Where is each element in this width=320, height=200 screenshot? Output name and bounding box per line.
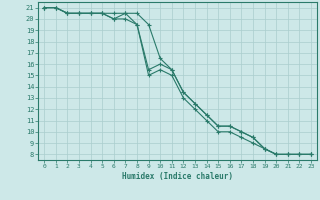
X-axis label: Humidex (Indice chaleur): Humidex (Indice chaleur) [122,172,233,181]
